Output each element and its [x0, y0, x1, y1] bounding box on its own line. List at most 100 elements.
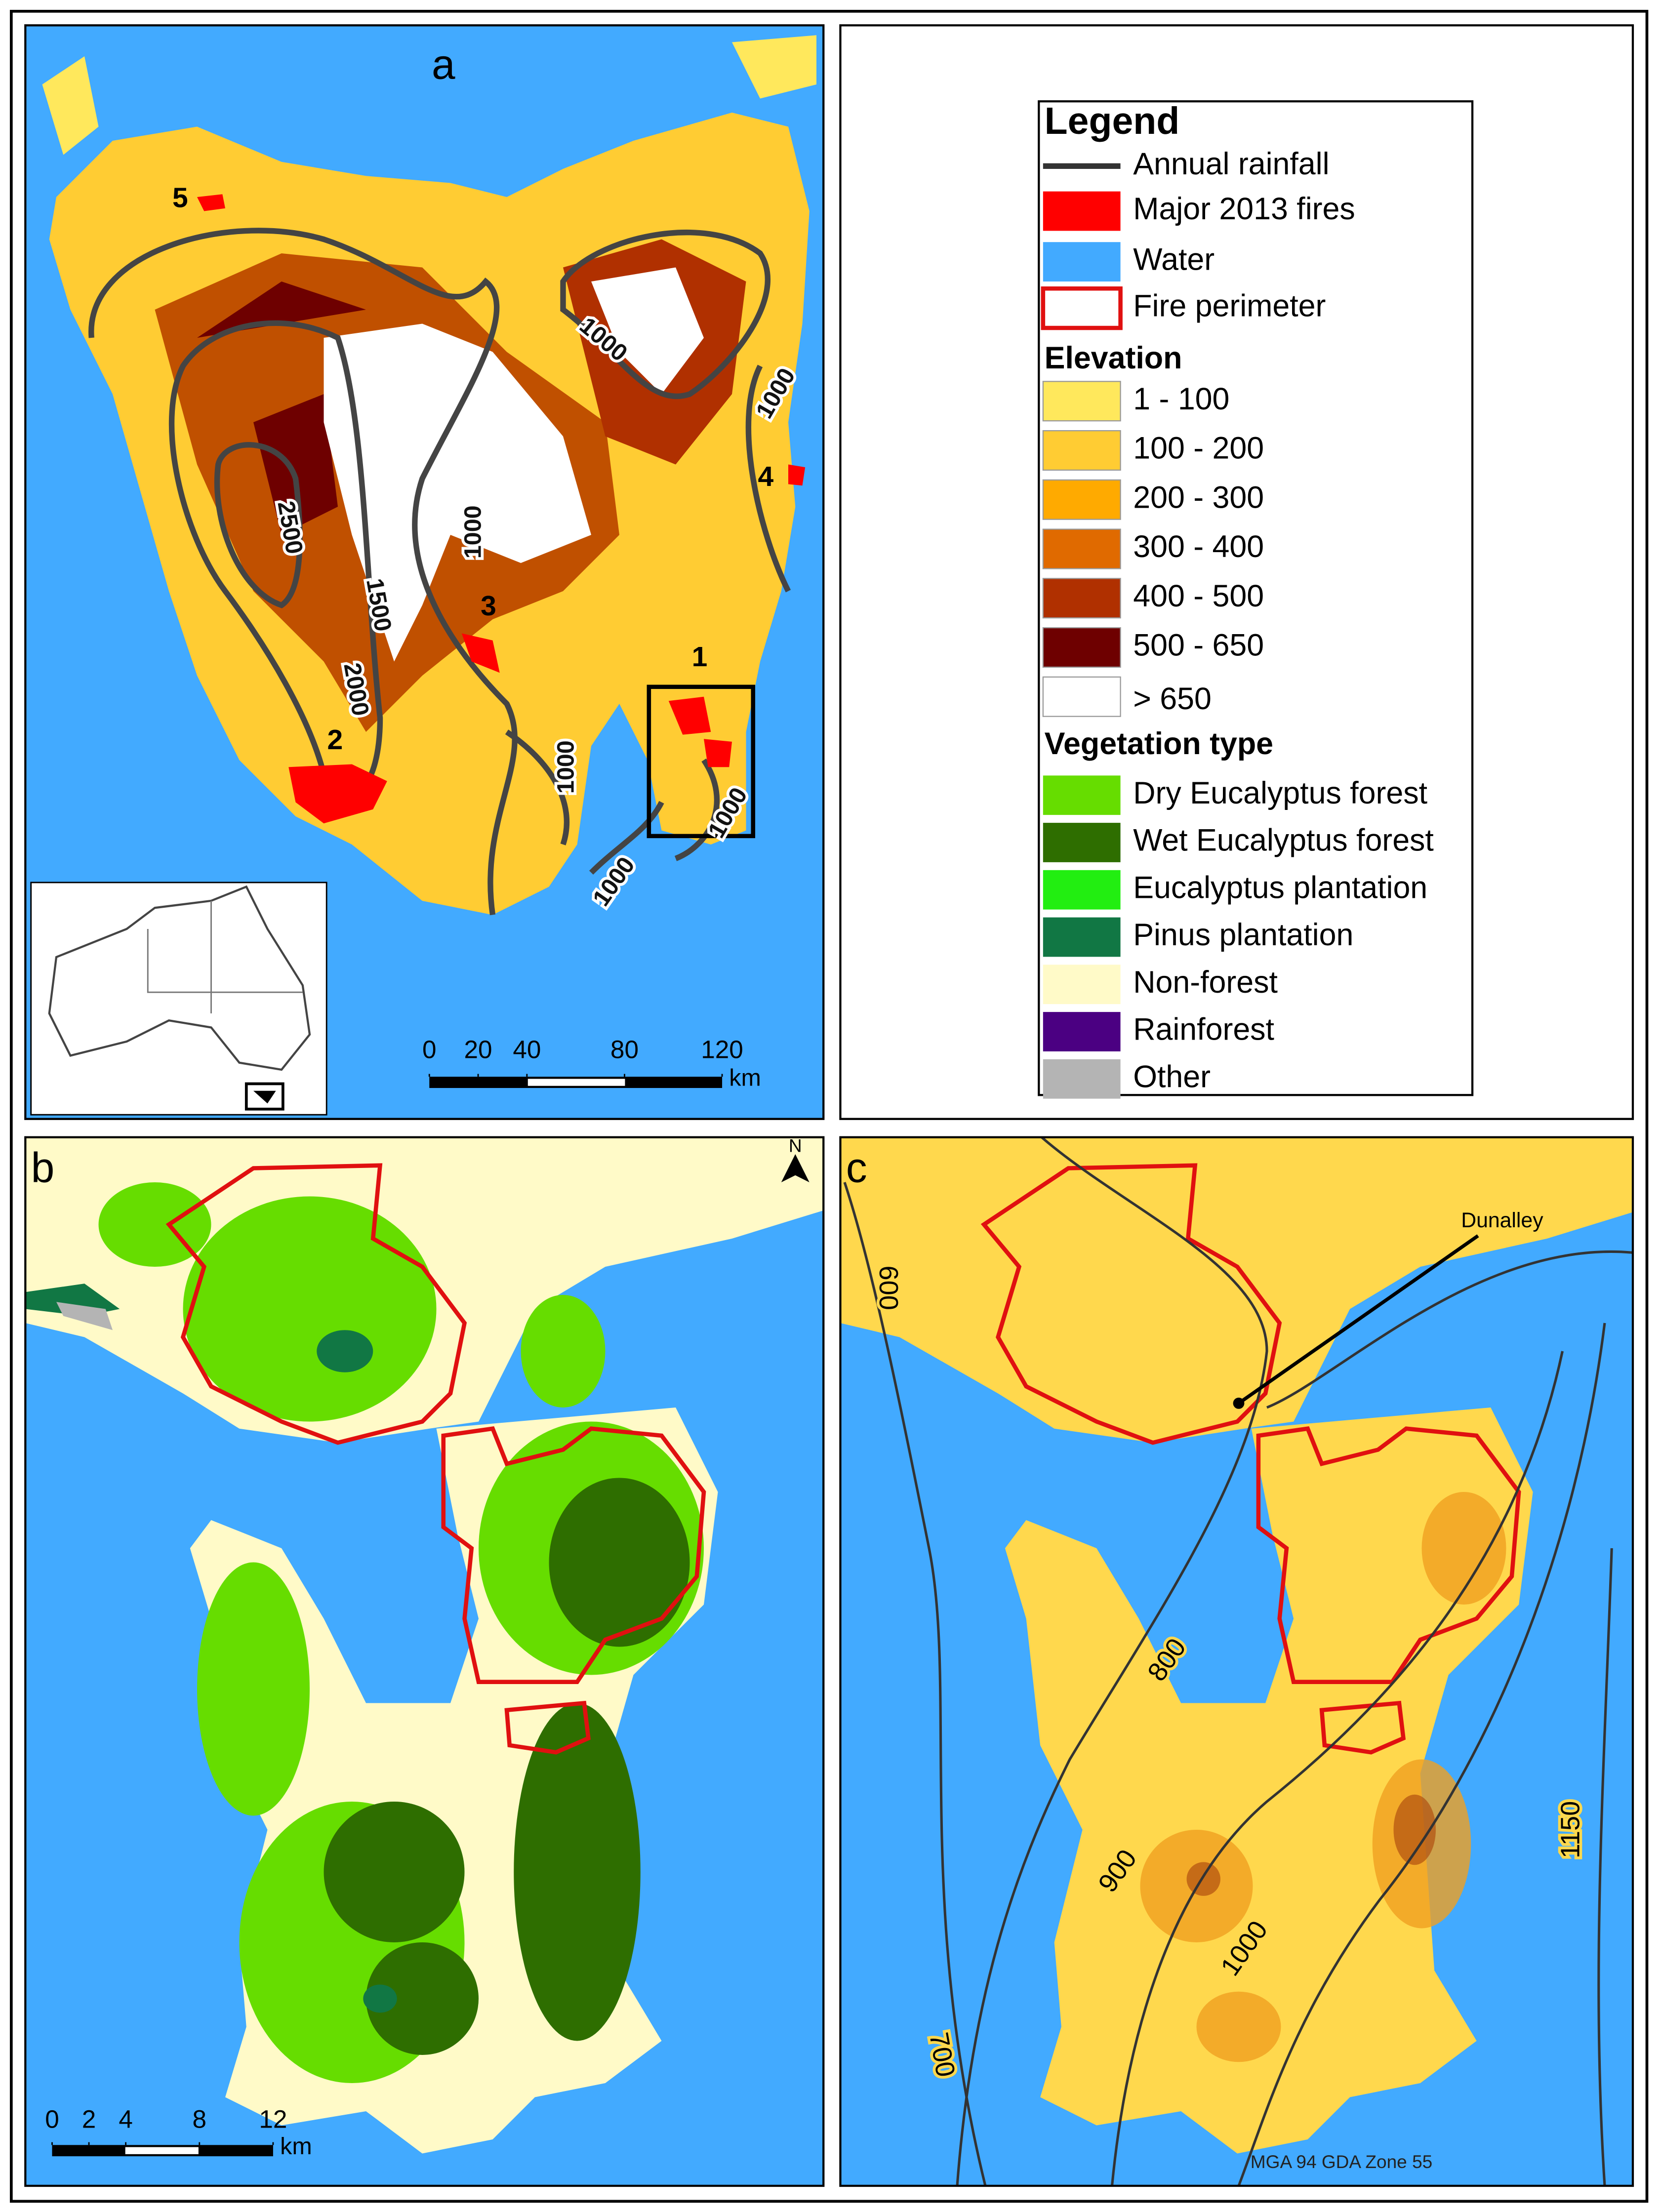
legend-label: Pinus plantation: [1133, 918, 1353, 952]
scale-tick-label: 8: [193, 2105, 207, 2133]
panel-label: c: [846, 1145, 867, 1192]
legend-swatch: [1043, 1059, 1121, 1099]
fire-label: 5: [172, 182, 188, 214]
scale-tick-label: 4: [119, 2105, 133, 2133]
map-shape: [214, 442, 303, 608]
legend-title: Legend: [1045, 100, 1180, 142]
group: [1186, 1794, 1436, 1896]
town-label: Dunalley: [1461, 1208, 1543, 1232]
map-shape: [48, 885, 311, 1071]
legend-swatch: [1042, 479, 1121, 520]
map-shape: [745, 364, 791, 593]
map-shape: [514, 1703, 641, 2041]
panel-a-frame: [24, 24, 825, 1120]
contour-label: 1000: [459, 505, 486, 559]
map-shape: [781, 1154, 810, 1182]
map-shape: [1237, 1323, 1606, 2186]
legend-swatch: [1043, 191, 1121, 231]
contour-label: 1000: [552, 740, 579, 794]
map-shape: [1237, 1234, 1479, 1405]
projection-note: MGA 94 GDA Zone 55: [1251, 2151, 1432, 2172]
fire-label: 3: [481, 590, 496, 622]
map-shape: [589, 801, 664, 875]
fire-label: 2: [327, 724, 343, 756]
legend-swatch: [1043, 242, 1121, 282]
map-shape: [56, 1302, 113, 1330]
legend-swatch: [1043, 775, 1121, 815]
legend-label: Eucalyptus plantation: [1133, 870, 1427, 905]
group: [317, 1330, 397, 2013]
scale-tick-label: 12: [259, 2105, 287, 2133]
legend-swatch: [1042, 627, 1121, 668]
legend-label: 1 - 100: [1133, 382, 1229, 416]
group: [843, 1137, 1633, 2186]
map-shape: [1266, 1250, 1633, 1409]
map-shape: [324, 1801, 465, 1942]
map-shape: [197, 281, 366, 535]
legend-label: 100 - 200: [1133, 431, 1264, 466]
contour-label: 1150: [1556, 1801, 1585, 1858]
fire-label: 1: [692, 641, 708, 673]
legend-swatch: [1042, 528, 1121, 569]
legend-label: Rainforest: [1133, 1012, 1274, 1047]
panel-label: b: [31, 1145, 55, 1192]
legend-swatch: [1042, 676, 1121, 717]
map-shape: [98, 1182, 211, 1267]
map-shape: [505, 729, 570, 845]
legend-label: 500 - 650: [1133, 628, 1264, 663]
scale-tick-label: 120: [701, 1035, 743, 1063]
legend-section-title: Vegetation type: [1045, 726, 1273, 761]
map-shape: [1597, 1548, 1613, 2186]
scale-tick-label: 0: [45, 2105, 59, 2133]
contour-label: 600: [874, 1266, 903, 1310]
legend-swatch: [1042, 430, 1121, 471]
contour-label: 700: [924, 2030, 961, 2079]
map-shape: [1196, 1991, 1281, 2062]
legend-label: Major 2013 fires: [1133, 192, 1355, 226]
legend-swatch: [1043, 1012, 1121, 1051]
map-shape: [363, 1984, 397, 2013]
scale-bar-segment: [527, 1079, 625, 1086]
map-shape: [88, 228, 518, 916]
legend-label: Wet Eucalyptus forest: [1133, 823, 1434, 858]
north-label: N: [789, 1135, 802, 1156]
map-shape: [956, 1137, 1268, 2186]
legend-swatch: [1043, 965, 1121, 1005]
panel-c-frame: [839, 1136, 1634, 2187]
map-shape: [521, 1294, 606, 1408]
scale-tick-label: 40: [513, 1035, 541, 1063]
map-shape: [125, 2147, 199, 2154]
map-shape: [843, 1182, 987, 2186]
map-shape: [147, 900, 303, 1013]
panel-b-frame: [24, 1136, 825, 2187]
legend-label: Non-forest: [1133, 965, 1278, 1000]
map-shape: [674, 758, 720, 861]
map-shape: [1186, 1862, 1220, 1896]
legend-label: Fire perimeter: [1133, 289, 1326, 323]
map-shape: [197, 1562, 310, 1816]
legend-swatch: [1041, 286, 1123, 330]
legend-label: Annual rainfall: [1133, 147, 1329, 181]
panel-a-map: [25, 25, 824, 1119]
scale-tick-label: 80: [610, 1035, 639, 1063]
legend-label: 400 - 500: [1133, 579, 1264, 613]
legend-label: Dry Eucalyptus forest: [1133, 776, 1427, 810]
map-shape: [1393, 1794, 1436, 1865]
panel-label: a: [432, 41, 455, 88]
panel-b-map: [25, 1137, 824, 2186]
map-shape: [1233, 1398, 1245, 1409]
scale-unit: km: [729, 1065, 761, 1091]
map-shape: [647, 684, 756, 839]
panel-c-map: [840, 1137, 1633, 2186]
map-shape: [183, 1196, 437, 1422]
legend-section-title: Elevation: [1045, 341, 1182, 375]
group: [324, 1478, 690, 2055]
scale-tick-label: 0: [422, 1035, 437, 1063]
legend-swatch: [1043, 870, 1121, 910]
legend-swatch: [1043, 823, 1121, 862]
legend-label: > 650: [1133, 682, 1212, 716]
map-shape: [1421, 1491, 1506, 1605]
outer-frame: [9, 9, 1649, 2203]
map-shape: [549, 1478, 690, 1647]
